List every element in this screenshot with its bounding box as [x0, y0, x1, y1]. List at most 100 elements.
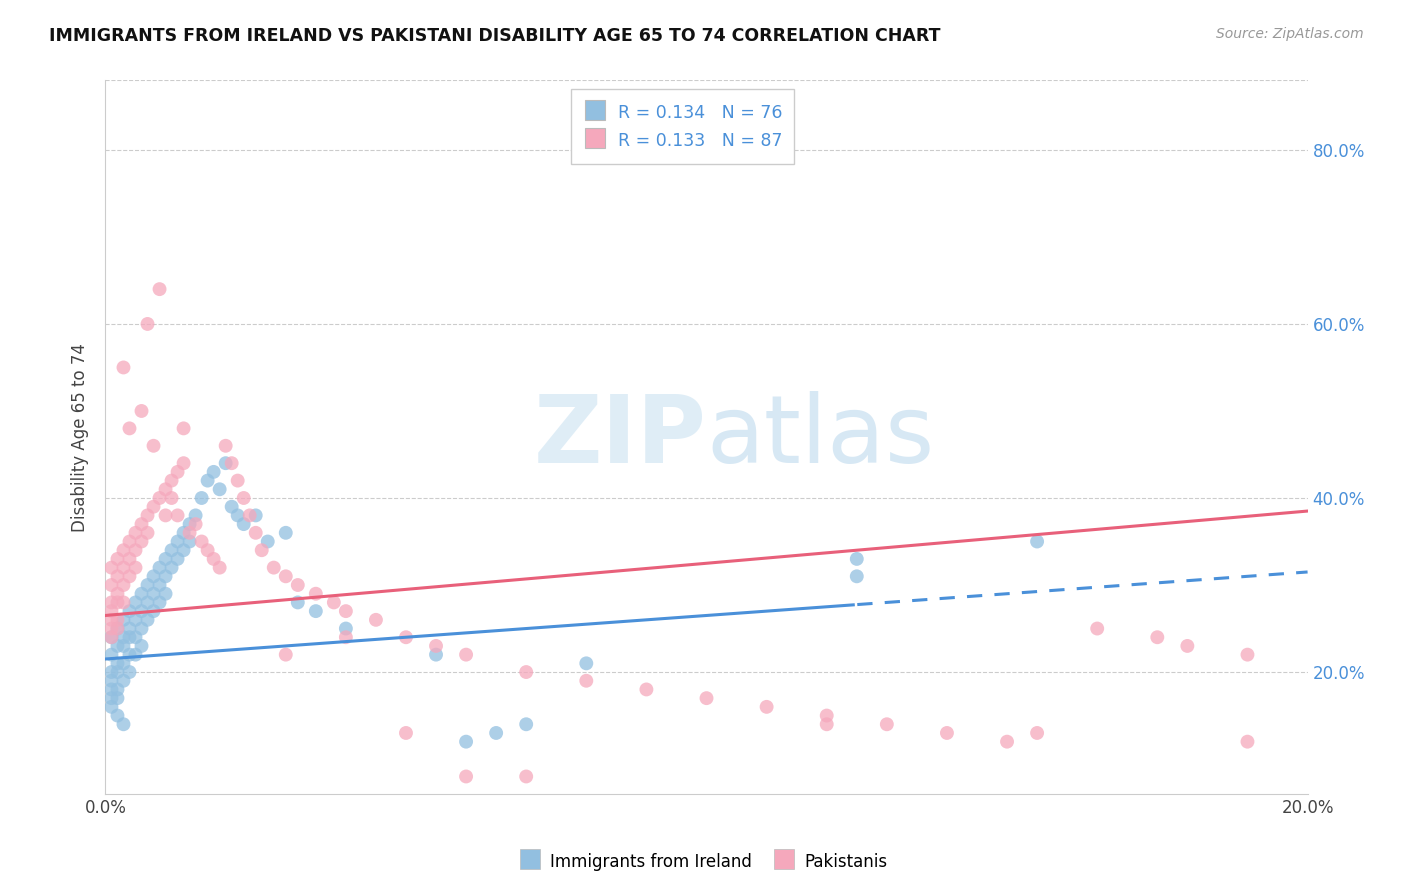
Point	[131, 534, 153, 549]
Y-axis label: Disability Age 65 to 74: Disability Age 65 to 74	[72, 343, 90, 532]
Point	[696, 691, 718, 706]
Point	[100, 648, 122, 662]
Point	[1175, 639, 1198, 653]
Point	[425, 648, 447, 662]
Point	[575, 673, 598, 688]
Point	[124, 543, 146, 558]
Point	[335, 604, 357, 618]
Point	[364, 613, 387, 627]
Point	[636, 682, 658, 697]
Point	[425, 639, 447, 653]
Point	[100, 630, 122, 644]
Point	[936, 726, 959, 740]
Point	[221, 456, 243, 470]
Point	[100, 560, 122, 574]
Point	[107, 691, 129, 706]
Point	[118, 421, 141, 435]
Point	[100, 699, 122, 714]
Point	[112, 630, 135, 644]
Point	[118, 604, 141, 618]
Point	[232, 517, 254, 532]
Point	[131, 517, 153, 532]
Point	[107, 708, 129, 723]
Point	[184, 517, 207, 532]
Point	[160, 474, 183, 488]
Point	[148, 578, 170, 592]
Point	[112, 578, 135, 592]
Point	[1236, 648, 1258, 662]
Point	[112, 360, 135, 375]
Point	[136, 578, 159, 592]
Point	[454, 734, 477, 748]
Text: ZIP: ZIP	[534, 391, 707, 483]
Point	[166, 534, 188, 549]
Point	[100, 673, 122, 688]
Point	[124, 595, 146, 609]
Point	[454, 648, 477, 662]
Point	[208, 483, 231, 497]
Point	[245, 525, 267, 540]
Point	[221, 500, 243, 514]
Point	[485, 726, 508, 740]
Point	[335, 630, 357, 644]
Point	[136, 595, 159, 609]
Point	[155, 587, 177, 601]
Point	[107, 639, 129, 653]
Point	[107, 622, 129, 636]
Point	[100, 595, 122, 609]
Point	[166, 465, 188, 479]
Point	[160, 543, 183, 558]
Point	[995, 734, 1018, 748]
Point	[250, 543, 273, 558]
Point	[118, 569, 141, 583]
Point	[197, 543, 219, 558]
Point	[173, 543, 195, 558]
Point	[214, 439, 236, 453]
Point	[515, 665, 537, 679]
Point	[124, 630, 146, 644]
Point	[118, 622, 141, 636]
Point	[118, 648, 141, 662]
Point	[184, 508, 207, 523]
Point	[173, 525, 195, 540]
Point	[845, 569, 868, 583]
Point	[208, 560, 231, 574]
Point	[1146, 630, 1168, 644]
Point	[136, 317, 159, 331]
Point	[202, 552, 225, 566]
Point	[226, 508, 249, 523]
Point	[100, 665, 122, 679]
Point	[256, 534, 278, 549]
Point	[100, 604, 122, 618]
Point	[876, 717, 898, 731]
Point	[395, 630, 418, 644]
Point	[274, 648, 297, 662]
Point	[395, 726, 418, 740]
Point	[148, 560, 170, 574]
Point	[197, 474, 219, 488]
Point	[1026, 726, 1049, 740]
Point	[815, 708, 838, 723]
Point	[190, 534, 212, 549]
Point	[112, 673, 135, 688]
Point	[305, 587, 328, 601]
Point	[335, 622, 357, 636]
Point	[112, 639, 135, 653]
Point	[118, 630, 141, 644]
Point	[100, 578, 122, 592]
Point	[232, 491, 254, 505]
Point	[148, 491, 170, 505]
Point	[112, 543, 135, 558]
Point	[142, 604, 165, 618]
Text: Source: ZipAtlas.com: Source: ZipAtlas.com	[1216, 27, 1364, 41]
Point	[107, 613, 129, 627]
Point	[136, 525, 159, 540]
Point	[107, 657, 129, 671]
Point	[142, 587, 165, 601]
Point	[131, 639, 153, 653]
Point	[107, 665, 129, 679]
Point	[107, 552, 129, 566]
Point	[118, 665, 141, 679]
Point	[755, 699, 778, 714]
Point	[173, 456, 195, 470]
